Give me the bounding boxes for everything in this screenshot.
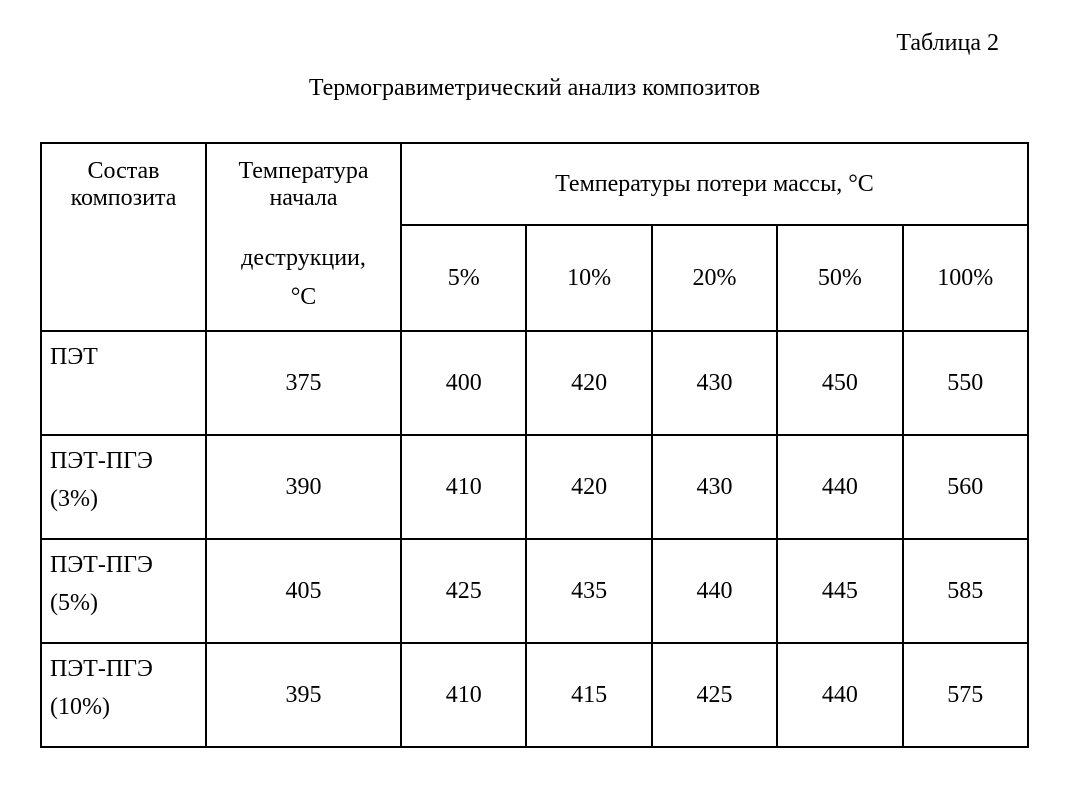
data-table: Состав композита Температура начала Темп… bbox=[40, 142, 1029, 748]
table-row: ПЭТ-ПГЭ (10%) 395 410 415 425 440 575 bbox=[41, 643, 1028, 747]
cell-temp-start: 395 bbox=[206, 643, 401, 747]
header-temp-start-line2: деструкции, bbox=[241, 245, 366, 271]
table-title: Термогравиметрический анализ композитов bbox=[40, 75, 1029, 102]
header-mass-loss-group: Температуры потери массы, °C bbox=[401, 143, 1028, 225]
header-mass-loss-text: Температуры потери массы, °C bbox=[555, 171, 874, 197]
cell-value: 410 bbox=[401, 435, 526, 539]
header-temp-start-unit: °C bbox=[291, 284, 317, 310]
cell-value: 425 bbox=[401, 539, 526, 643]
header-pct-2: 20% bbox=[652, 225, 777, 331]
header-composite: Состав композита bbox=[41, 143, 206, 225]
cell-value: 410 bbox=[401, 643, 526, 747]
cell-value: 440 bbox=[777, 643, 902, 747]
header-pct-1: 10% bbox=[526, 225, 651, 331]
row-label: ПЭТ bbox=[41, 331, 206, 435]
header-composite-text: Состав композита bbox=[71, 158, 177, 211]
header-pct-3: 50% bbox=[777, 225, 902, 331]
table-row: ПЭТ-ПГЭ (3%) 390 410 420 430 440 560 bbox=[41, 435, 1028, 539]
row-label: ПЭТ-ПГЭ (3%) bbox=[41, 435, 206, 539]
header-pct-0: 5% bbox=[401, 225, 526, 331]
cell-value: 440 bbox=[652, 539, 777, 643]
cell-value: 585 bbox=[903, 539, 1028, 643]
cell-value: 550 bbox=[903, 331, 1028, 435]
table-row: ПЭТ 375 400 420 430 450 550 bbox=[41, 331, 1028, 435]
cell-value: 425 bbox=[652, 643, 777, 747]
cell-temp-start: 390 bbox=[206, 435, 401, 539]
header-temp-start-bottom: деструкции, °C bbox=[206, 225, 401, 331]
table-row: ПЭТ-ПГЭ (5%) 405 425 435 440 445 585 bbox=[41, 539, 1028, 643]
cell-value: 435 bbox=[526, 539, 651, 643]
cell-value: 420 bbox=[526, 435, 651, 539]
cell-value: 575 bbox=[903, 643, 1028, 747]
header-composite-spacer bbox=[41, 225, 206, 331]
table-number: Таблица 2 bbox=[40, 30, 1029, 57]
row-label: ПЭТ-ПГЭ (10%) bbox=[41, 643, 206, 747]
cell-temp-start: 375 bbox=[206, 331, 401, 435]
cell-value: 440 bbox=[777, 435, 902, 539]
cell-value: 430 bbox=[652, 331, 777, 435]
cell-value: 420 bbox=[526, 331, 651, 435]
header-temp-start-top: Температура начала bbox=[206, 143, 401, 225]
cell-value: 430 bbox=[652, 435, 777, 539]
cell-value: 415 bbox=[526, 643, 651, 747]
cell-value: 560 bbox=[903, 435, 1028, 539]
row-label: ПЭТ-ПГЭ (5%) bbox=[41, 539, 206, 643]
cell-value: 450 bbox=[777, 331, 902, 435]
header-pct-4: 100% bbox=[903, 225, 1028, 331]
header-temp-start-line1: Температура начала bbox=[239, 158, 369, 211]
cell-temp-start: 405 bbox=[206, 539, 401, 643]
cell-value: 400 bbox=[401, 331, 526, 435]
cell-value: 445 bbox=[777, 539, 902, 643]
table-body: ПЭТ 375 400 420 430 450 550 ПЭТ-ПГЭ (3%)… bbox=[41, 331, 1028, 747]
